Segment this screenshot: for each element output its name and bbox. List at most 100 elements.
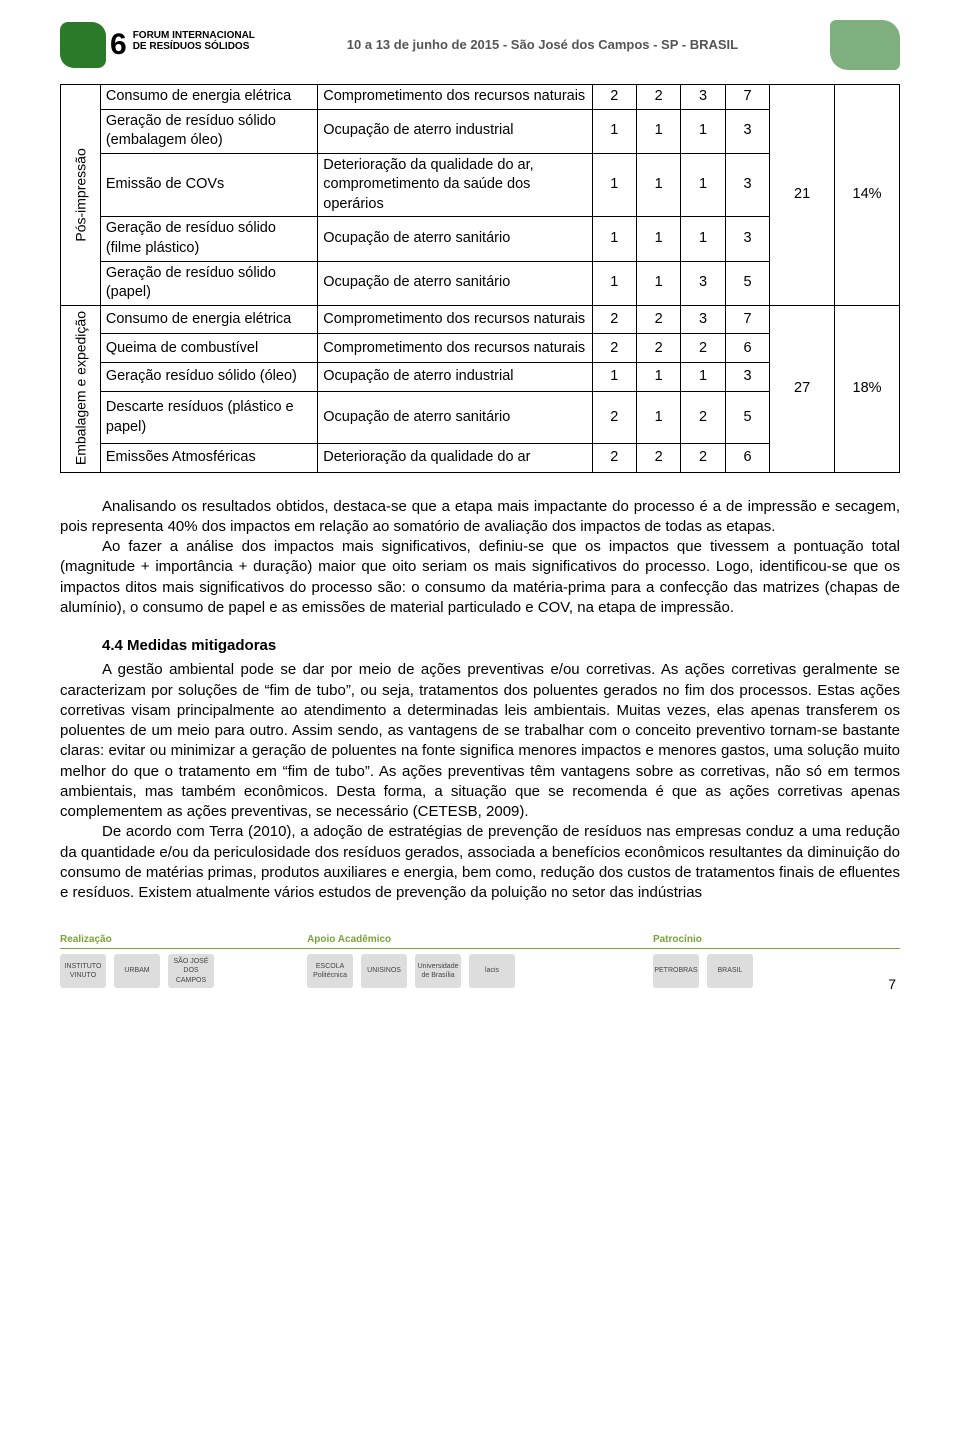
cell-val: 7 xyxy=(725,305,769,334)
section-heading: 4.4 Medidas mitigadoras xyxy=(60,636,900,656)
cell-aspect: Consumo de energia elétrica xyxy=(100,305,317,334)
cell-val: 1 xyxy=(592,109,636,153)
cell-val: 3 xyxy=(725,109,769,153)
sponsor-logo: UNISINOS xyxy=(361,954,407,988)
cell-val: 2 xyxy=(592,392,636,444)
cell-val: 2 xyxy=(637,305,681,334)
tree-icon xyxy=(830,20,900,70)
impacts-table: Pós-impressão Consumo de energia elétric… xyxy=(60,84,900,473)
cell-val: 2 xyxy=(592,443,636,472)
sponsor-logo: Universidade de Brasília xyxy=(415,954,461,988)
cell-aspect: Descarte resíduos (plástico e papel) xyxy=(100,392,317,444)
cell-aspect: Emissões Atmosféricas xyxy=(100,443,317,472)
logo-number: 6 xyxy=(110,30,127,60)
cell-val: 3 xyxy=(725,363,769,392)
cell-val: 1 xyxy=(637,109,681,153)
cell-val: 1 xyxy=(681,153,725,217)
cell-val: 2 xyxy=(592,305,636,334)
cell-aspect: Geração resíduo sólido (óleo) xyxy=(100,363,317,392)
footer-label: Patrocínio xyxy=(653,933,900,949)
cell-aspect: Queima de combustível xyxy=(100,334,317,363)
footer-realizacao: Realização INSTITUTO VINUTO URBAM SÃO JO… xyxy=(60,933,307,990)
table-row: Pós-impressão Consumo de energia elétric… xyxy=(61,85,900,110)
cell-val: 1 xyxy=(637,153,681,217)
cell-val: 2 xyxy=(637,443,681,472)
cell-val: 3 xyxy=(681,305,725,334)
page-header: 6 FORUM INTERNACIONAL DE RESÍDUOS SÓLIDO… xyxy=(60,20,900,70)
cell-val: 1 xyxy=(592,217,636,261)
paragraph: A gestão ambiental pode se dar por meio … xyxy=(60,660,900,822)
cell-val: 5 xyxy=(725,392,769,444)
cell-val: 1 xyxy=(637,261,681,305)
cell-val: 1 xyxy=(592,261,636,305)
cell-val: 3 xyxy=(725,217,769,261)
cell-val: 2 xyxy=(592,85,636,110)
cell-val: 2 xyxy=(637,334,681,363)
logo-line2: DE RESÍDUOS SÓLIDOS xyxy=(133,41,250,52)
sponsor-logo: INSTITUTO VINUTO xyxy=(60,954,106,988)
cell-val: 5 xyxy=(725,261,769,305)
cell-impact: Deterioração da qualidade do ar xyxy=(318,443,592,472)
cell-val: 1 xyxy=(681,363,725,392)
cell-aspect: Geração de resíduo sólido (papel) xyxy=(100,261,317,305)
footer-label: Realização xyxy=(60,933,307,949)
footer-patrocinio: Patrocínio PETROBRAS BRASIL xyxy=(653,933,900,990)
sponsor-logo: PETROBRAS xyxy=(653,954,699,988)
section-total: 21 xyxy=(770,85,835,306)
cell-impact: Ocupação de aterro industrial xyxy=(318,109,592,153)
section-label: Pós-impressão xyxy=(61,85,101,306)
sponsor-logo: lacis xyxy=(469,954,515,988)
cell-aspect: Consumo de energia elétrica xyxy=(100,85,317,110)
event-logo: 6 FORUM INTERNACIONAL DE RESÍDUOS SÓLIDO… xyxy=(60,22,255,68)
cell-val: 6 xyxy=(725,443,769,472)
cell-val: 1 xyxy=(637,217,681,261)
cell-val: 3 xyxy=(681,85,725,110)
footer-apoio: Apoio Acadêmico ESCOLA Politécnica UNISI… xyxy=(307,933,653,990)
page-number: 7 xyxy=(888,975,896,994)
event-title: 10 a 13 de junho de 2015 - São José dos … xyxy=(255,36,830,54)
cell-aspect: Geração de resíduo sólido (filme plástic… xyxy=(100,217,317,261)
cell-val: 3 xyxy=(681,261,725,305)
cell-aspect: Emissão de COVs xyxy=(100,153,317,217)
cell-val: 2 xyxy=(592,334,636,363)
sponsor-logo: SÃO JOSÉ DOS CAMPOS xyxy=(168,954,214,988)
cell-impact: Comprometimento dos recursos naturais xyxy=(318,85,592,110)
page-footer: Realização INSTITUTO VINUTO URBAM SÃO JO… xyxy=(60,933,900,990)
cell-impact: Ocupação de aterro industrial xyxy=(318,363,592,392)
cell-impact: Comprometimento dos recursos naturais xyxy=(318,334,592,363)
cell-aspect: Geração de resíduo sólido (embalagem óle… xyxy=(100,109,317,153)
cell-val: 1 xyxy=(592,153,636,217)
cell-val: 2 xyxy=(637,85,681,110)
sponsor-logo: URBAM xyxy=(114,954,160,988)
sponsor-logo: BRASIL xyxy=(707,954,753,988)
cell-val: 3 xyxy=(725,153,769,217)
cell-impact: Deterioração da qualidade do ar, comprom… xyxy=(318,153,592,217)
cell-impact: Ocupação de aterro sanitário xyxy=(318,392,592,444)
cell-val: 1 xyxy=(681,217,725,261)
cell-val: 6 xyxy=(725,334,769,363)
section-label: Embalagem e expedição xyxy=(61,305,101,472)
paragraph: Analisando os resultados obtidos, destac… xyxy=(60,497,900,538)
logo-line1: FORUM INTERNACIONAL xyxy=(133,30,255,41)
cell-val: 2 xyxy=(681,334,725,363)
cell-val: 1 xyxy=(592,363,636,392)
table-row: Embalagem e expedição Consumo de energia… xyxy=(61,305,900,334)
sponsor-logo: ESCOLA Politécnica xyxy=(307,954,353,988)
cell-impact: Comprometimento dos recursos naturais xyxy=(318,305,592,334)
section-pct: 18% xyxy=(835,305,900,472)
cell-impact: Ocupação de aterro sanitário xyxy=(318,261,592,305)
tree-icon xyxy=(60,22,106,68)
paragraph: De acordo com Terra (2010), a adoção de … xyxy=(60,822,900,903)
cell-impact: Ocupação de aterro sanitário xyxy=(318,217,592,261)
cell-val: 2 xyxy=(681,392,725,444)
cell-val: 1 xyxy=(681,109,725,153)
cell-val: 1 xyxy=(637,392,681,444)
cell-val: 2 xyxy=(681,443,725,472)
body-text: Analisando os resultados obtidos, destac… xyxy=(60,497,900,904)
paragraph: Ao fazer a análise dos impactos mais sig… xyxy=(60,537,900,618)
cell-val: 1 xyxy=(637,363,681,392)
section-pct: 14% xyxy=(835,85,900,306)
footer-label: Apoio Acadêmico xyxy=(307,933,653,949)
cell-val: 7 xyxy=(725,85,769,110)
section-total: 27 xyxy=(770,305,835,472)
